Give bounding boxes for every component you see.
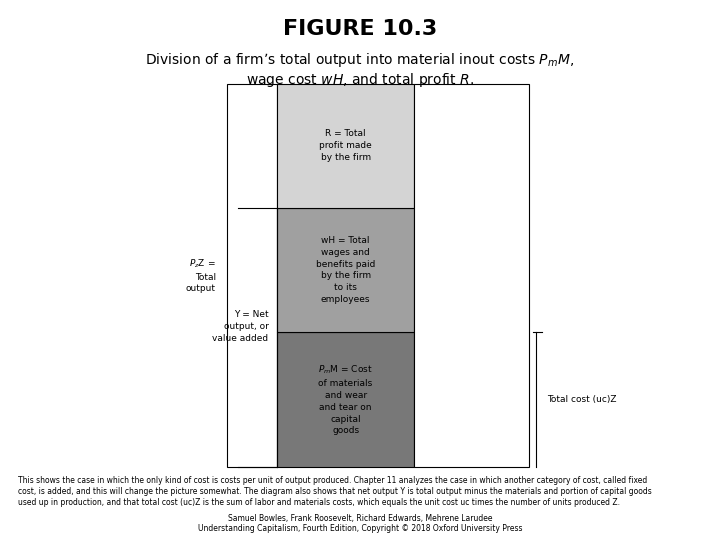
Text: Division of a firm’s total output into material inout costs $P_m$$M$,: Division of a firm’s total output into m…	[145, 51, 575, 69]
Text: R = Total
profit made
by the firm: R = Total profit made by the firm	[319, 130, 372, 162]
Text: This shows the case in which the only kind of cost is costs per unit of output p: This shows the case in which the only ki…	[18, 476, 652, 508]
Text: FIGURE 10.3: FIGURE 10.3	[283, 19, 437, 39]
Text: Total cost (uc)Z: Total cost (uc)Z	[547, 395, 617, 404]
Bar	[227, 84, 277, 467]
Text: Samuel Bowles, Frank Roosevelt, Richard Edwards, Mehrene Larudee: Samuel Bowles, Frank Roosevelt, Richard …	[228, 514, 492, 523]
Bar	[414, 84, 529, 467]
Text: $P_m$M = Cost
of materials
and wear
and tear on
capital
goods: $P_m$M = Cost of materials and wear and …	[318, 364, 373, 435]
Text: Y = Net
output, or
value added: Y = Net output, or value added	[212, 310, 269, 343]
Text: $P_z$Z =
Total
output: $P_z$Z = Total output	[186, 258, 216, 293]
Text: wH = Total
wages and
benefits paid
by the firm
to its
employees: wH = Total wages and benefits paid by th…	[316, 236, 375, 304]
Bar	[277, 332, 414, 467]
Text: Understanding Capitalism, Fourth Edition, Copyright © 2018 Oxford University Pre: Understanding Capitalism, Fourth Edition…	[198, 524, 522, 533]
Bar	[277, 208, 414, 332]
Text: wage cost $wH$, and total profit $R$.: wage cost $wH$, and total profit $R$.	[246, 71, 474, 89]
Bar	[277, 84, 414, 208]
